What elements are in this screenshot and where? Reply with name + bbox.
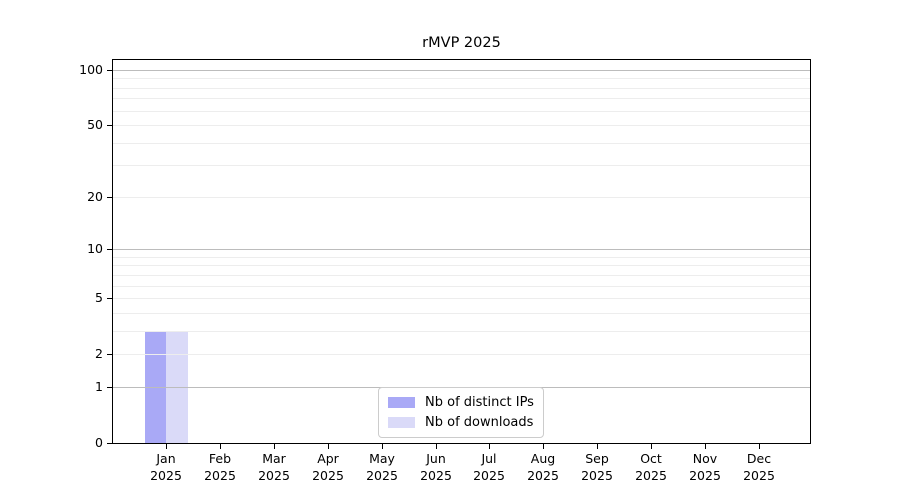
x-tick-label-oct: Oct 2025 bbox=[635, 451, 667, 483]
y-tick-label: 5 bbox=[95, 290, 103, 305]
y-tick-label: 20 bbox=[87, 189, 103, 204]
x-tick-mark bbox=[382, 444, 383, 449]
gridline-minor bbox=[113, 275, 810, 276]
legend-item-distinct-ips: Nb of distinct IPs bbox=[388, 394, 534, 411]
x-tick-mark bbox=[274, 444, 275, 449]
y-tick-label: 100 bbox=[79, 62, 103, 77]
x-tick-label-jan: Jan 2025 bbox=[150, 451, 182, 483]
y-tick-label: 2 bbox=[95, 346, 103, 361]
gridline-minor bbox=[113, 331, 810, 332]
x-tick-mark bbox=[220, 444, 221, 449]
y-tick-mark bbox=[107, 70, 112, 71]
legend-item-downloads: Nb of downloads bbox=[388, 414, 534, 431]
x-tick-label-aug: Aug 2025 bbox=[527, 451, 559, 483]
gridline-minor bbox=[113, 286, 810, 287]
legend-swatch-distinct-ips bbox=[388, 397, 415, 408]
gridline-minor bbox=[113, 98, 810, 99]
gridline-minor bbox=[113, 143, 810, 144]
gridline-minor bbox=[113, 125, 810, 126]
x-tick-mark bbox=[597, 444, 598, 449]
y-tick-label: 10 bbox=[87, 241, 103, 256]
legend: Nb of distinct IPs Nb of downloads bbox=[378, 387, 544, 438]
x-tick-label-apr: Apr 2025 bbox=[312, 451, 344, 483]
y-tick-mark bbox=[107, 125, 112, 126]
gridline-minor bbox=[113, 78, 810, 79]
gridline-minor bbox=[113, 298, 810, 299]
x-tick-mark bbox=[436, 444, 437, 449]
x-tick-label-jul: Jul 2025 bbox=[473, 451, 505, 483]
x-tick-mark bbox=[543, 444, 544, 449]
x-tick-mark bbox=[328, 444, 329, 449]
gridline-minor bbox=[113, 265, 810, 266]
gridline-minor bbox=[113, 313, 810, 314]
x-tick-mark bbox=[166, 444, 167, 449]
gridline-major bbox=[113, 70, 810, 71]
legend-label-distinct-ips: Nb of distinct IPs bbox=[425, 395, 534, 410]
gridline-minor bbox=[113, 257, 810, 258]
gridline-minor bbox=[113, 111, 810, 112]
chart-title: rMVP 2025 bbox=[422, 35, 501, 51]
x-tick-mark bbox=[489, 444, 490, 449]
legend-label-downloads: Nb of downloads bbox=[425, 415, 534, 430]
y-tick-label: 50 bbox=[87, 117, 103, 132]
legend-swatch-downloads bbox=[388, 417, 415, 428]
gridline-minor bbox=[113, 88, 810, 89]
gridline-minor bbox=[113, 197, 810, 198]
x-tick-label-feb: Feb 2025 bbox=[204, 451, 236, 483]
gridline-major bbox=[113, 249, 810, 250]
y-tick-mark bbox=[107, 197, 112, 198]
x-tick-label-dec: Dec 2025 bbox=[743, 451, 775, 483]
x-tick-label-sep: Sep 2025 bbox=[581, 451, 613, 483]
x-tick-mark bbox=[705, 444, 706, 449]
y-tick-label: 1 bbox=[95, 379, 103, 394]
gridline-minor bbox=[113, 165, 810, 166]
x-tick-mark bbox=[759, 444, 760, 449]
y-tick-mark bbox=[107, 443, 112, 444]
y-tick-mark bbox=[107, 249, 112, 250]
y-tick-mark bbox=[107, 298, 112, 299]
x-tick-label-mar: Mar 2025 bbox=[258, 451, 290, 483]
x-tick-mark bbox=[651, 444, 652, 449]
y-tick-mark bbox=[107, 354, 112, 355]
plot-area: Nb of distinct IPs Nb of downloads bbox=[112, 59, 811, 444]
x-tick-label-jun: Jun 2025 bbox=[420, 451, 452, 483]
y-tick-mark bbox=[107, 387, 112, 388]
x-tick-label-may: May 2025 bbox=[366, 451, 398, 483]
gridline-minor bbox=[113, 354, 810, 355]
bar-downloads-jan bbox=[166, 331, 188, 443]
x-tick-label-nov: Nov 2025 bbox=[689, 451, 721, 483]
y-tick-label: 0 bbox=[95, 435, 103, 450]
bar-distinct-ips-jan bbox=[144, 331, 166, 443]
